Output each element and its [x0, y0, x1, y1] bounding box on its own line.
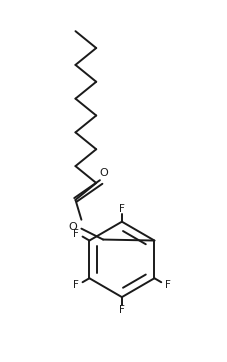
- Text: O: O: [68, 222, 76, 232]
- Text: F: F: [165, 280, 170, 290]
- Text: F: F: [72, 228, 78, 239]
- Text: F: F: [72, 280, 78, 290]
- Text: F: F: [118, 305, 124, 315]
- Text: F: F: [118, 204, 124, 214]
- Text: O: O: [99, 168, 108, 178]
